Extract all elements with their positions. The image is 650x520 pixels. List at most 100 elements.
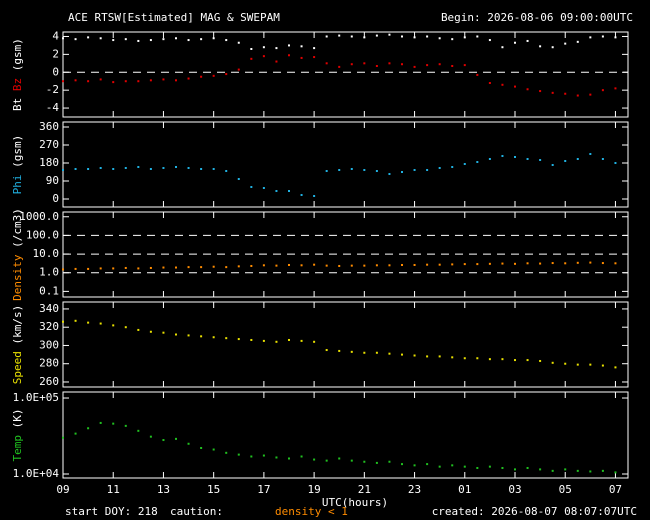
data-point	[338, 457, 341, 460]
data-point	[275, 456, 278, 459]
data-point	[87, 168, 90, 170]
data-point	[601, 262, 604, 265]
data-point	[187, 442, 190, 445]
data-point	[325, 264, 328, 267]
data-point	[551, 164, 554, 166]
x-axis-label: UTC(hours)	[322, 496, 388, 509]
data-point	[187, 39, 190, 42]
panel-frame	[62, 301, 629, 388]
data-point	[363, 351, 366, 354]
data-point	[275, 47, 278, 50]
data-point	[451, 38, 454, 41]
data-point	[501, 83, 504, 86]
data-point	[338, 349, 341, 352]
data-point	[514, 41, 516, 44]
data-point	[200, 335, 203, 338]
y-tick-label: 320	[39, 320, 59, 333]
data-point	[463, 263, 466, 266]
data-point	[137, 166, 140, 168]
data-point	[614, 471, 617, 474]
data-point	[476, 161, 479, 163]
data-point	[501, 262, 504, 265]
y-axis-unit: (gsm)	[11, 135, 24, 168]
data-point	[539, 159, 542, 161]
data-point	[501, 358, 504, 361]
data-point	[325, 459, 328, 462]
data-point	[476, 263, 479, 266]
data-point	[124, 326, 127, 329]
data-point	[137, 328, 140, 331]
data-point	[162, 331, 165, 334]
data-point	[250, 48, 253, 50]
data-point	[463, 357, 466, 360]
data-point	[375, 461, 378, 464]
data-point	[463, 465, 466, 468]
footer-caution: caution:	[170, 505, 223, 518]
data-point	[614, 36, 617, 39]
data-point	[501, 46, 504, 49]
data-point	[99, 267, 102, 270]
data-point	[74, 319, 77, 322]
data-point	[564, 92, 567, 95]
data-point	[237, 178, 240, 180]
data-point	[112, 39, 115, 42]
x-tick-label: 15	[207, 483, 220, 496]
data-point	[539, 45, 542, 48]
data-point	[237, 41, 240, 44]
data-point	[175, 266, 177, 269]
data-point	[401, 463, 403, 466]
data-point	[350, 168, 353, 170]
data-point	[137, 429, 140, 432]
data-point	[149, 435, 152, 438]
data-point	[275, 190, 278, 192]
data-point	[74, 432, 77, 435]
data-point	[476, 466, 479, 469]
data-point	[325, 170, 328, 172]
data-point	[288, 338, 290, 341]
data-point	[438, 263, 441, 266]
data-point	[87, 427, 90, 430]
data-point	[149, 39, 152, 42]
data-point	[99, 421, 102, 424]
data-point	[262, 454, 265, 457]
data-point	[476, 357, 479, 360]
data-point	[401, 263, 403, 266]
y-axis-label: Speed (km/s)	[11, 305, 24, 385]
data-point	[514, 468, 516, 471]
y-tick-label: 2	[52, 47, 59, 60]
y-tick-label: -2	[46, 83, 59, 96]
data-point	[338, 65, 341, 68]
x-tick-label: 09	[56, 483, 69, 496]
data-point	[438, 167, 441, 169]
data-point	[601, 35, 604, 38]
data-point	[576, 261, 579, 264]
data-point	[262, 339, 265, 342]
data-point	[388, 173, 391, 175]
data-point	[413, 169, 416, 171]
y-axis-label: Phi (gsm)	[11, 135, 24, 195]
data-point	[74, 79, 77, 82]
data-point	[212, 448, 215, 451]
data-point	[501, 466, 504, 469]
data-point	[363, 460, 366, 463]
data-point	[589, 470, 592, 473]
data-point	[162, 439, 165, 442]
data-point	[175, 166, 177, 168]
data-point	[62, 169, 64, 171]
data-point	[526, 466, 529, 469]
footer-created: created: 2026-08-07 08:07:07UTC	[432, 505, 637, 518]
data-point	[300, 264, 303, 267]
data-point	[112, 267, 115, 270]
data-point	[124, 167, 127, 169]
x-tick-label: 21	[358, 483, 371, 496]
data-point	[614, 162, 617, 164]
data-point	[288, 457, 290, 460]
y-tick-label: 180	[39, 156, 59, 169]
data-point	[426, 64, 429, 67]
data-point	[225, 39, 228, 42]
data-point	[551, 46, 554, 49]
y-tick-label: 1.0	[39, 266, 59, 279]
data-point	[187, 77, 190, 80]
